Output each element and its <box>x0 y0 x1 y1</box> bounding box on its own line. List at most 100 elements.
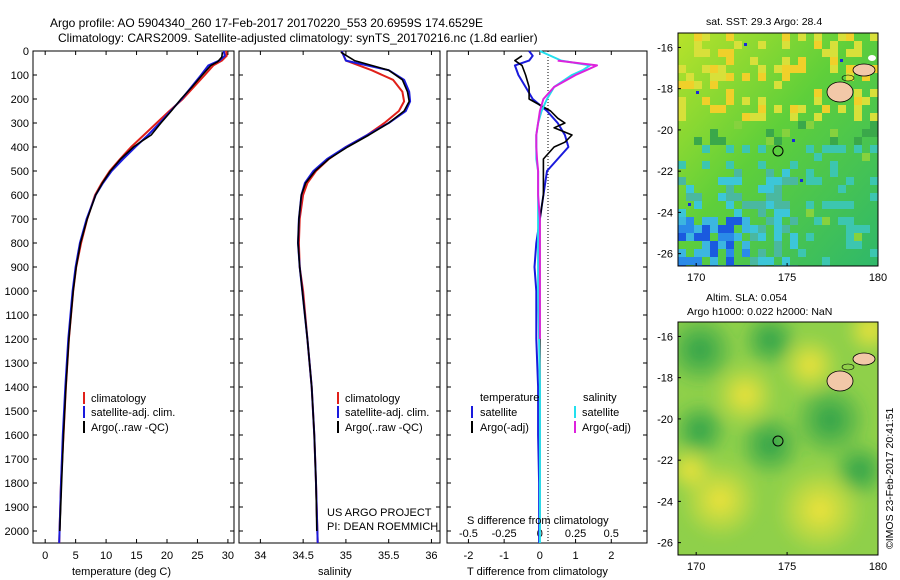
x-tick-label: -2 <box>464 550 474 562</box>
sst-cell <box>814 217 822 225</box>
sst-cell <box>854 89 862 97</box>
y-tick-label: 900 <box>11 262 29 274</box>
temperature-series <box>58 50 228 544</box>
sst-cell <box>798 121 806 129</box>
sst-cell <box>854 97 862 105</box>
sst-cell <box>702 225 710 233</box>
sst-cell <box>694 225 702 233</box>
sst-cell <box>814 153 822 161</box>
y-tick-label: 1800 <box>5 478 29 490</box>
sst-cell <box>766 201 774 209</box>
sst-cell <box>726 33 734 41</box>
sst-cell <box>774 137 782 145</box>
y-tick-label: 1300 <box>5 358 29 370</box>
sst-pixel <box>856 267 859 270</box>
sst-cell <box>782 41 790 49</box>
x-tick-label: -1 <box>499 550 509 562</box>
series-line-argo <box>297 51 411 532</box>
sst-cell <box>766 177 774 185</box>
sst-cell <box>838 105 846 113</box>
island-shape <box>841 74 855 82</box>
salinity-x-axis: 34 34.5 35 35.5 36 <box>254 51 438 562</box>
sst-cell <box>774 193 782 201</box>
sst-cell <box>766 169 774 177</box>
sst-cell <box>726 185 734 193</box>
sst-cell <box>710 129 718 137</box>
sst-cell <box>694 233 702 241</box>
island-shape <box>852 63 876 77</box>
sst-cell <box>870 193 878 201</box>
argo-position-marker <box>772 435 784 447</box>
salinity-depth-ticks <box>239 50 440 532</box>
sst-cell <box>846 65 854 73</box>
sst-cell <box>806 233 814 241</box>
sst-cell <box>710 105 718 113</box>
sst-cell <box>726 89 734 97</box>
sst-cell <box>870 113 878 121</box>
x-tick-label: 36 <box>425 550 437 562</box>
sst-cell <box>774 177 782 185</box>
salinity-xlabel: salinity <box>318 566 352 578</box>
sst-cell <box>814 177 822 185</box>
sst-cell <box>702 217 710 225</box>
sst-cell <box>758 65 766 73</box>
sst-cell <box>814 113 822 121</box>
temperature-panel: 0100200300400500600700800900100011001200… <box>5 46 235 578</box>
sst-cell <box>710 225 718 233</box>
sst-cell <box>838 33 846 41</box>
sst-cell <box>726 217 734 225</box>
sst-cell <box>766 257 774 265</box>
sst-cell <box>846 177 854 185</box>
difference-legend: temperature salinity satellite Argo(-adj… <box>471 392 631 434</box>
sst-cell <box>686 185 694 193</box>
sst-cell <box>758 105 766 113</box>
sst-cell <box>742 73 750 81</box>
sst-pixel <box>744 43 747 46</box>
sst-map-title: sat. SST: 29.3 Argo: 28.4 <box>706 16 822 28</box>
series-line-satellite <box>513 50 570 543</box>
map-y-tick-label: -26 <box>657 249 673 261</box>
project-annotation: US ARGO PROJECT <box>327 507 432 519</box>
series-line-salinity_satellite <box>535 50 591 543</box>
argo-position-marker <box>772 145 784 157</box>
sst-cell <box>846 233 854 241</box>
sst-cell <box>806 121 814 129</box>
sst-cell <box>870 33 878 41</box>
series-line-climatology <box>58 50 228 544</box>
fiji-island <box>826 352 876 392</box>
y-tick-label: 100 <box>11 70 29 82</box>
y-tick-label: 800 <box>11 238 29 250</box>
sst-cell <box>758 201 766 209</box>
sst-cell <box>854 145 862 153</box>
sst-cell <box>862 129 870 137</box>
y-tick-label: 700 <box>11 214 29 226</box>
difference-panel: -2 -1 0 1 2-0.5 -0.25 0 0.25 0.5 T difference fr… <box>446 50 648 578</box>
sst-cell <box>726 241 734 249</box>
sst-cell <box>806 145 814 153</box>
sst-cell <box>750 257 758 265</box>
map-y-tick-label: -22 <box>657 455 673 467</box>
sst-cell <box>678 65 686 73</box>
salinity-panel: 34 34.5 35 35.5 36 salinity climatology sate… <box>238 50 441 578</box>
difference-xlabel: T difference from climatology <box>467 566 608 578</box>
sst-cell <box>790 105 798 113</box>
sst-cell <box>846 73 854 81</box>
sst-cell <box>718 105 726 113</box>
temperature-x-axis: 0 5 10 15 20 25 30 <box>42 51 234 562</box>
sst-cell <box>854 113 862 121</box>
sst-cell <box>814 41 822 49</box>
sst-map-axes: 170 175 180 -16 -18 -20 -22 -24 -26 <box>657 42 887 284</box>
sst-cell <box>830 57 838 65</box>
island-shape <box>852 352 876 366</box>
sst-cell <box>862 97 870 105</box>
map-y-tick-label: -22 <box>657 166 673 178</box>
sst-cell <box>758 233 766 241</box>
salinity-legend: climatology satellite-adj. clim. Argo(..… <box>337 392 429 434</box>
sst-cell <box>702 233 710 241</box>
sst-cell <box>710 65 718 73</box>
header-line1: Argo profile: AO 5904340_260 17-Feb-2017… <box>50 16 483 30</box>
temperature-frame <box>32 50 235 544</box>
sst-cell <box>766 217 774 225</box>
map-y-tick-label: -20 <box>657 125 673 137</box>
